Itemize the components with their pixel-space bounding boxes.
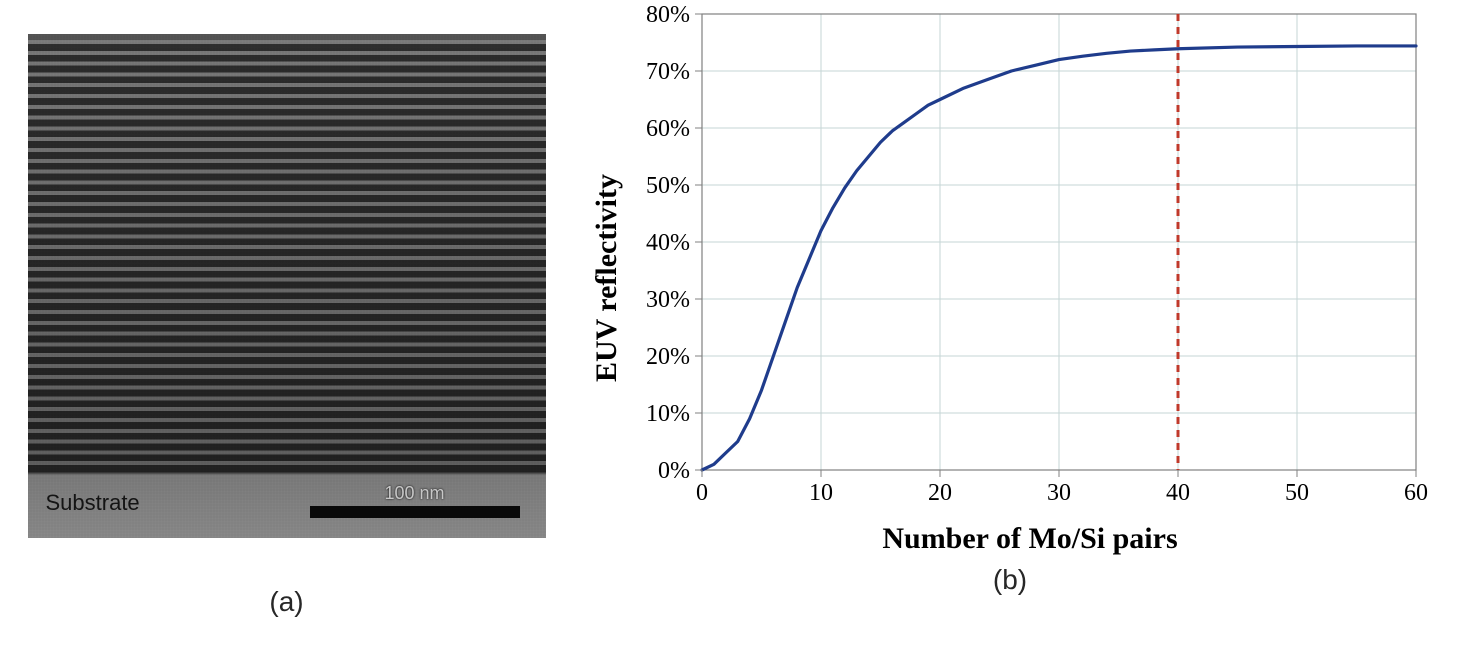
substrate-label: Substrate (46, 490, 140, 516)
chart-wrap: EUV reflectivity 0 10 20 30 40 50 60 0% 10% 20% 30… (590, 0, 1430, 556)
plot-column: 01020304050600%10%20%30%40%50%60%70%80% … (630, 0, 1430, 556)
svg-text:20: 20 (928, 480, 952, 506)
svg-text:10: 10 (809, 480, 833, 506)
scale-bar-text: 100 nm (384, 483, 444, 504)
panel-b: EUV reflectivity 0 10 20 30 40 50 60 0% 10% 20% 30… (555, 0, 1465, 596)
svg-text:80%: 80% (646, 2, 690, 28)
subfigure-label-a: (a) (269, 586, 303, 618)
svg-text:30: 30 (1047, 480, 1071, 506)
subfigure-label-b: (b) (993, 564, 1027, 596)
reflectivity-chart: 0 10 20 30 40 50 60 0% 10% 20% 30% 40% 50% 60% 70% 80% (630, 0, 1430, 520)
svg-text:20%: 20% (646, 344, 690, 370)
svg-text:70%: 70% (646, 59, 690, 85)
svg-text:50%: 50% (646, 173, 690, 199)
y-axis-label: EUV reflectivity (590, 174, 624, 382)
panel-a: Substrate 100 nm (a) (0, 0, 555, 618)
svg-text:10%: 10% (646, 401, 690, 427)
svg-text:40: 40 (1166, 480, 1190, 506)
scale-bar-line (310, 506, 520, 518)
svg-text:60: 60 (1404, 480, 1428, 506)
svg-text:40%: 40% (646, 230, 690, 256)
sem-image: Substrate 100 nm (28, 34, 546, 538)
svg-text:60%: 60% (646, 116, 690, 142)
svg-text:0%: 0% (658, 458, 690, 484)
svg-text:50: 50 (1285, 480, 1309, 506)
svg-text:30%: 30% (646, 287, 690, 313)
multilayer-stripes (28, 40, 546, 472)
scale-bar: 100 nm (310, 482, 520, 518)
svg-text:0: 0 (696, 480, 708, 506)
x-axis-label: Number of Mo/Si pairs (882, 522, 1177, 556)
